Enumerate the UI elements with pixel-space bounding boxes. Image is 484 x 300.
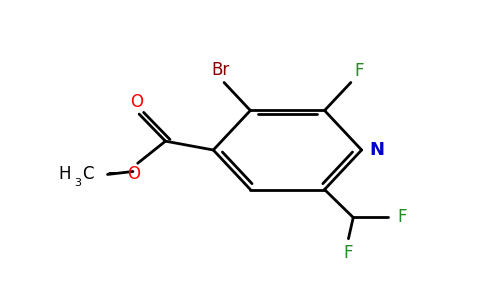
Text: O: O: [130, 93, 143, 111]
Text: F: F: [344, 244, 353, 262]
Text: H: H: [58, 165, 71, 183]
Text: O: O: [127, 165, 140, 183]
Text: —: —: [108, 167, 121, 181]
Text: F: F: [397, 208, 407, 226]
Text: N: N: [369, 141, 384, 159]
Text: C: C: [82, 165, 93, 183]
Text: Br: Br: [211, 61, 229, 79]
Text: F: F: [355, 62, 364, 80]
Text: 3: 3: [74, 178, 81, 188]
